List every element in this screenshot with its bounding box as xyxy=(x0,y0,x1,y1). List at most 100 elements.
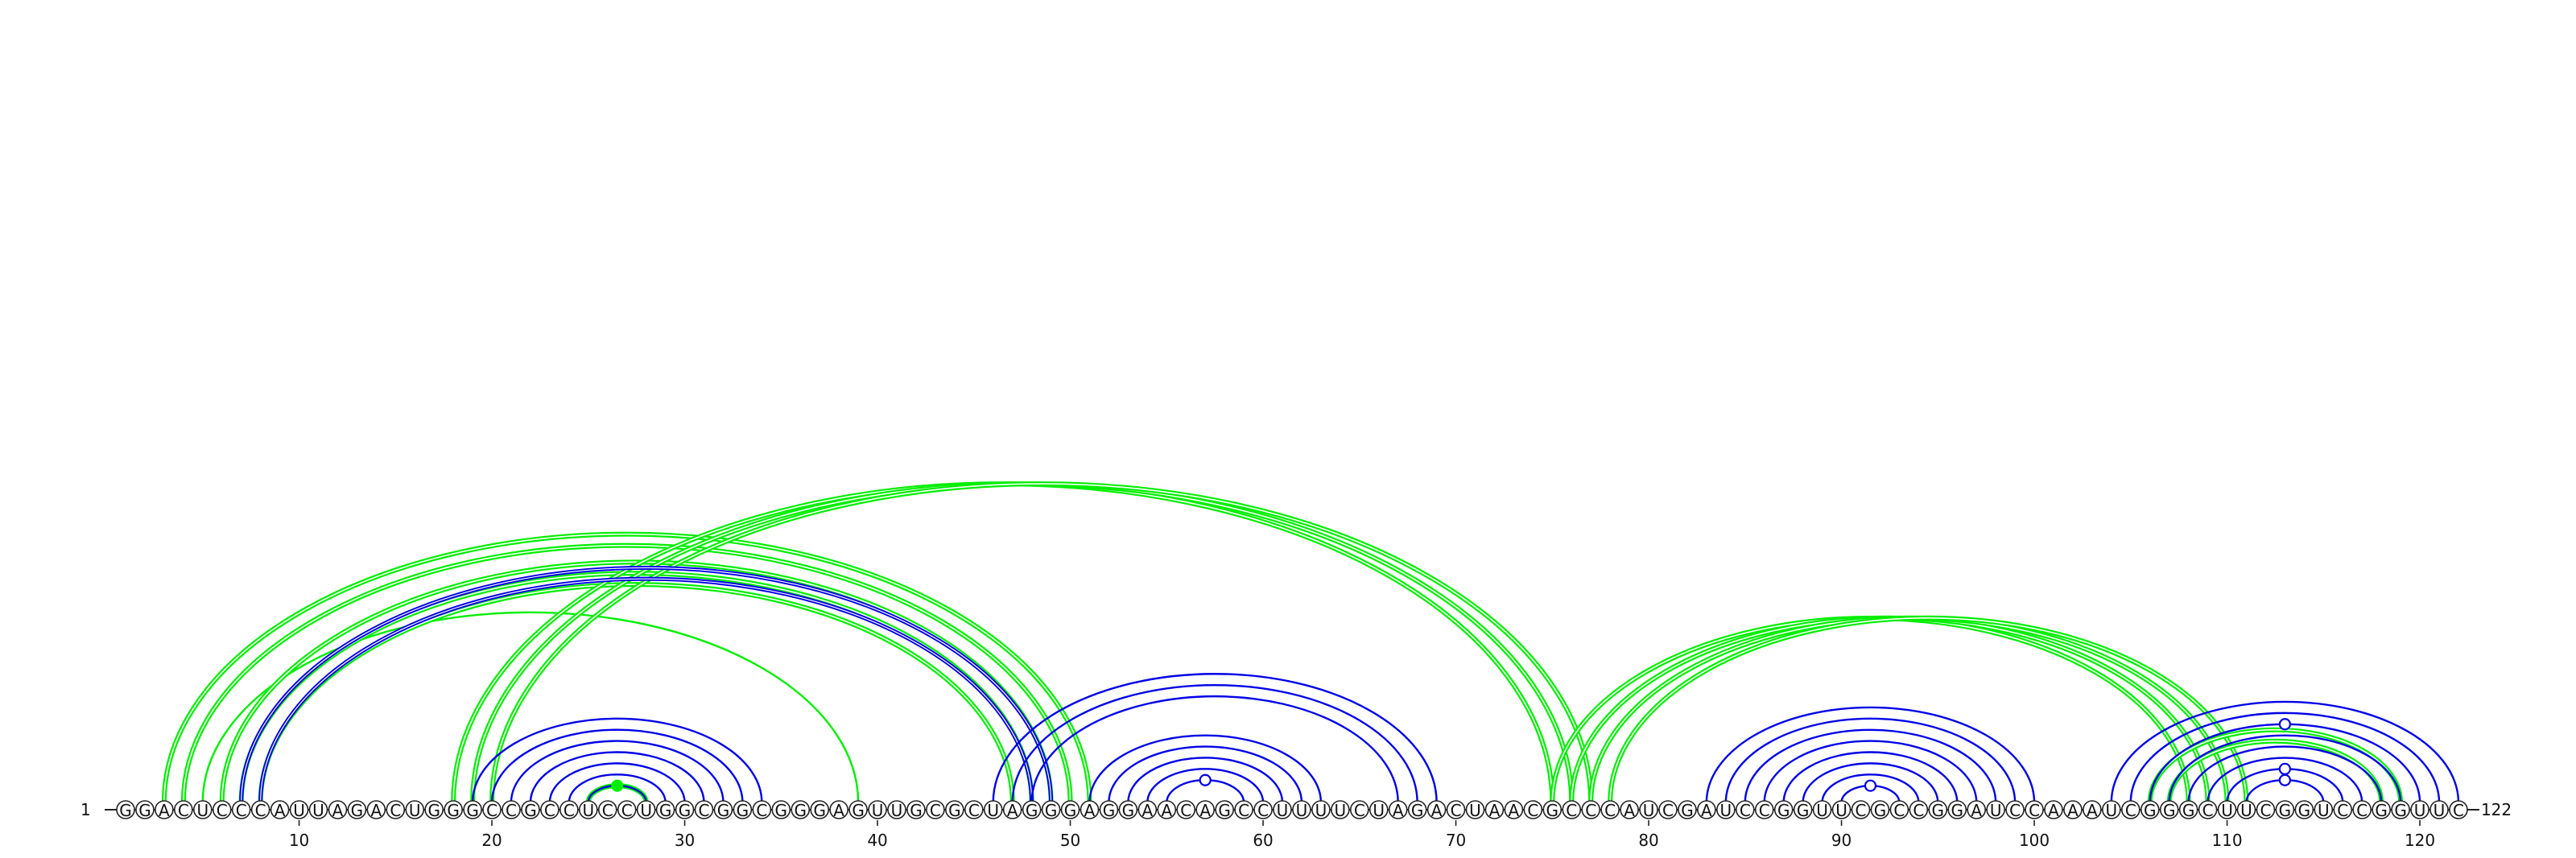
nucleotide-letter: U xyxy=(1335,801,1347,820)
nucleotide-circle xyxy=(983,800,1003,819)
predicted-pair-arc-core xyxy=(491,483,1591,803)
nucleotide: G xyxy=(1022,800,1042,820)
nucleotide-letter: A xyxy=(1489,801,1501,820)
nucleotide-circle xyxy=(482,800,502,819)
nucleotide-letter: G xyxy=(466,801,479,820)
nucleotide: A xyxy=(1620,800,1639,820)
nucleotide-letter: G xyxy=(2394,801,2407,820)
nucleotide-letter: A xyxy=(833,801,844,820)
nucleotide-letter: C xyxy=(699,801,710,820)
nucleotide: G xyxy=(810,800,830,820)
nucleotide-letter: C xyxy=(621,801,633,820)
nucleotide-circle xyxy=(2198,800,2218,819)
nucleotide-letter: C xyxy=(1566,801,1577,820)
nucleotide-letter: G xyxy=(1218,801,1231,820)
nucleotide-circle xyxy=(1909,800,1929,819)
axis-tick-label: 90 xyxy=(1831,831,1852,850)
nucleotide-circle xyxy=(1793,800,1813,819)
nucleotide-circle xyxy=(1870,800,1890,819)
nucleotide: G xyxy=(733,800,753,820)
nucleotide-circle xyxy=(2449,800,2468,819)
nucleotide: G xyxy=(1793,800,1813,820)
nucleotide: C xyxy=(1253,800,1273,820)
nucleotide: G xyxy=(521,800,540,820)
nucleotide-letter: G xyxy=(1932,801,1945,820)
nucleotide-circle xyxy=(1812,800,1832,819)
nucleotide: C xyxy=(964,800,984,820)
nucleotide-circle xyxy=(1697,800,1716,819)
nucleotide-circle xyxy=(945,800,964,819)
nucleotide-letter: G xyxy=(910,801,923,820)
nucleotide-letter: G xyxy=(1874,801,1887,820)
nucleotide: G xyxy=(1773,800,1794,820)
nucleotide-circle xyxy=(1426,800,1447,819)
reference-pair-arc xyxy=(1802,762,1939,803)
nucleotide: A xyxy=(1195,800,1215,820)
nucleotide-circle xyxy=(1060,800,1080,819)
nucleotide-letter: U xyxy=(293,801,305,820)
reference-pair-arc xyxy=(471,717,763,803)
nucleotide-letter: C xyxy=(2356,801,2368,820)
nucleotide-circle xyxy=(578,800,598,819)
nucleotide-circle xyxy=(1002,800,1022,819)
nucleotide-letter: C xyxy=(1913,801,1924,820)
axis-tick-label: 80 xyxy=(1638,831,1658,850)
nucleotide-circle xyxy=(752,800,772,819)
nucleotide: U xyxy=(636,800,656,820)
nucleotide-letter: U xyxy=(196,801,208,820)
loop-markers xyxy=(611,718,2291,792)
nucleotide-circle xyxy=(347,800,367,819)
nucleotide: U xyxy=(1292,800,1311,820)
nucleotide-letter: A xyxy=(332,801,344,820)
nucleotide: A xyxy=(1388,800,1408,820)
nucleotide-circle xyxy=(328,800,348,819)
nucleotide-letter: U xyxy=(1296,801,1308,820)
nucleotide: A xyxy=(1697,800,1716,820)
nucleotide: G xyxy=(347,800,367,820)
nucleotide: C xyxy=(926,800,945,820)
axis-tick-label: 20 xyxy=(481,831,502,850)
reference-pair-arc-core xyxy=(260,578,1033,803)
nucleotide-letter: U xyxy=(891,801,903,820)
nucleotide-circle xyxy=(2044,800,2063,819)
nucleotide: C xyxy=(231,800,251,820)
nucleotide: G xyxy=(1870,800,1890,820)
nucleotide-circle xyxy=(366,800,386,819)
nucleotide-circle xyxy=(636,800,656,819)
nucleotide-circle xyxy=(155,800,174,819)
nucleotide-letter: C xyxy=(2029,801,2040,820)
nucleotide-letter: U xyxy=(1835,801,1847,820)
nucleotide-letter: C xyxy=(2260,801,2271,820)
nucleotide: C xyxy=(174,800,193,820)
nucleotide-letter: C xyxy=(1759,801,1770,820)
nucleotide: G xyxy=(1407,800,1427,820)
reference-pair-arc xyxy=(1744,728,1997,803)
nucleotide: C xyxy=(694,800,714,820)
nucleotide-letter: C xyxy=(1740,801,1751,820)
nucleotide-circle xyxy=(1118,800,1138,819)
nucleotide-circle xyxy=(1504,800,1524,819)
nucleotide-letter: C xyxy=(1527,801,1538,820)
nucleotide-circle xyxy=(270,800,290,819)
nucleotide: A xyxy=(155,800,174,820)
nucleotide-letter: G xyxy=(1777,801,1790,820)
nucleotide-letter: A xyxy=(2067,801,2079,820)
nucleotide-letter: G xyxy=(2182,801,2195,820)
nucleotide: C xyxy=(2256,800,2276,820)
nucleotide-circle xyxy=(964,800,984,819)
nucleotide-circle xyxy=(559,800,579,819)
nucleotide-letter: A xyxy=(159,801,170,820)
nucleotide-circle xyxy=(617,800,637,819)
nucleotide-letter: U xyxy=(872,801,884,820)
nucleotide: C xyxy=(2198,800,2218,820)
nucleotide-circle xyxy=(887,800,906,819)
nucleotide: U xyxy=(1716,800,1736,820)
nucleotide-circle xyxy=(2314,800,2334,819)
predicted-pair-arc-core xyxy=(183,544,1071,803)
nucleotide: A xyxy=(1484,800,1505,820)
nucleotide: U xyxy=(1831,800,1852,820)
nucleotide: C xyxy=(1350,800,1369,820)
nucleotide: C xyxy=(1851,800,1871,820)
nucleotide-letter: G xyxy=(852,801,865,820)
nucleotide-circle xyxy=(1562,800,1582,819)
